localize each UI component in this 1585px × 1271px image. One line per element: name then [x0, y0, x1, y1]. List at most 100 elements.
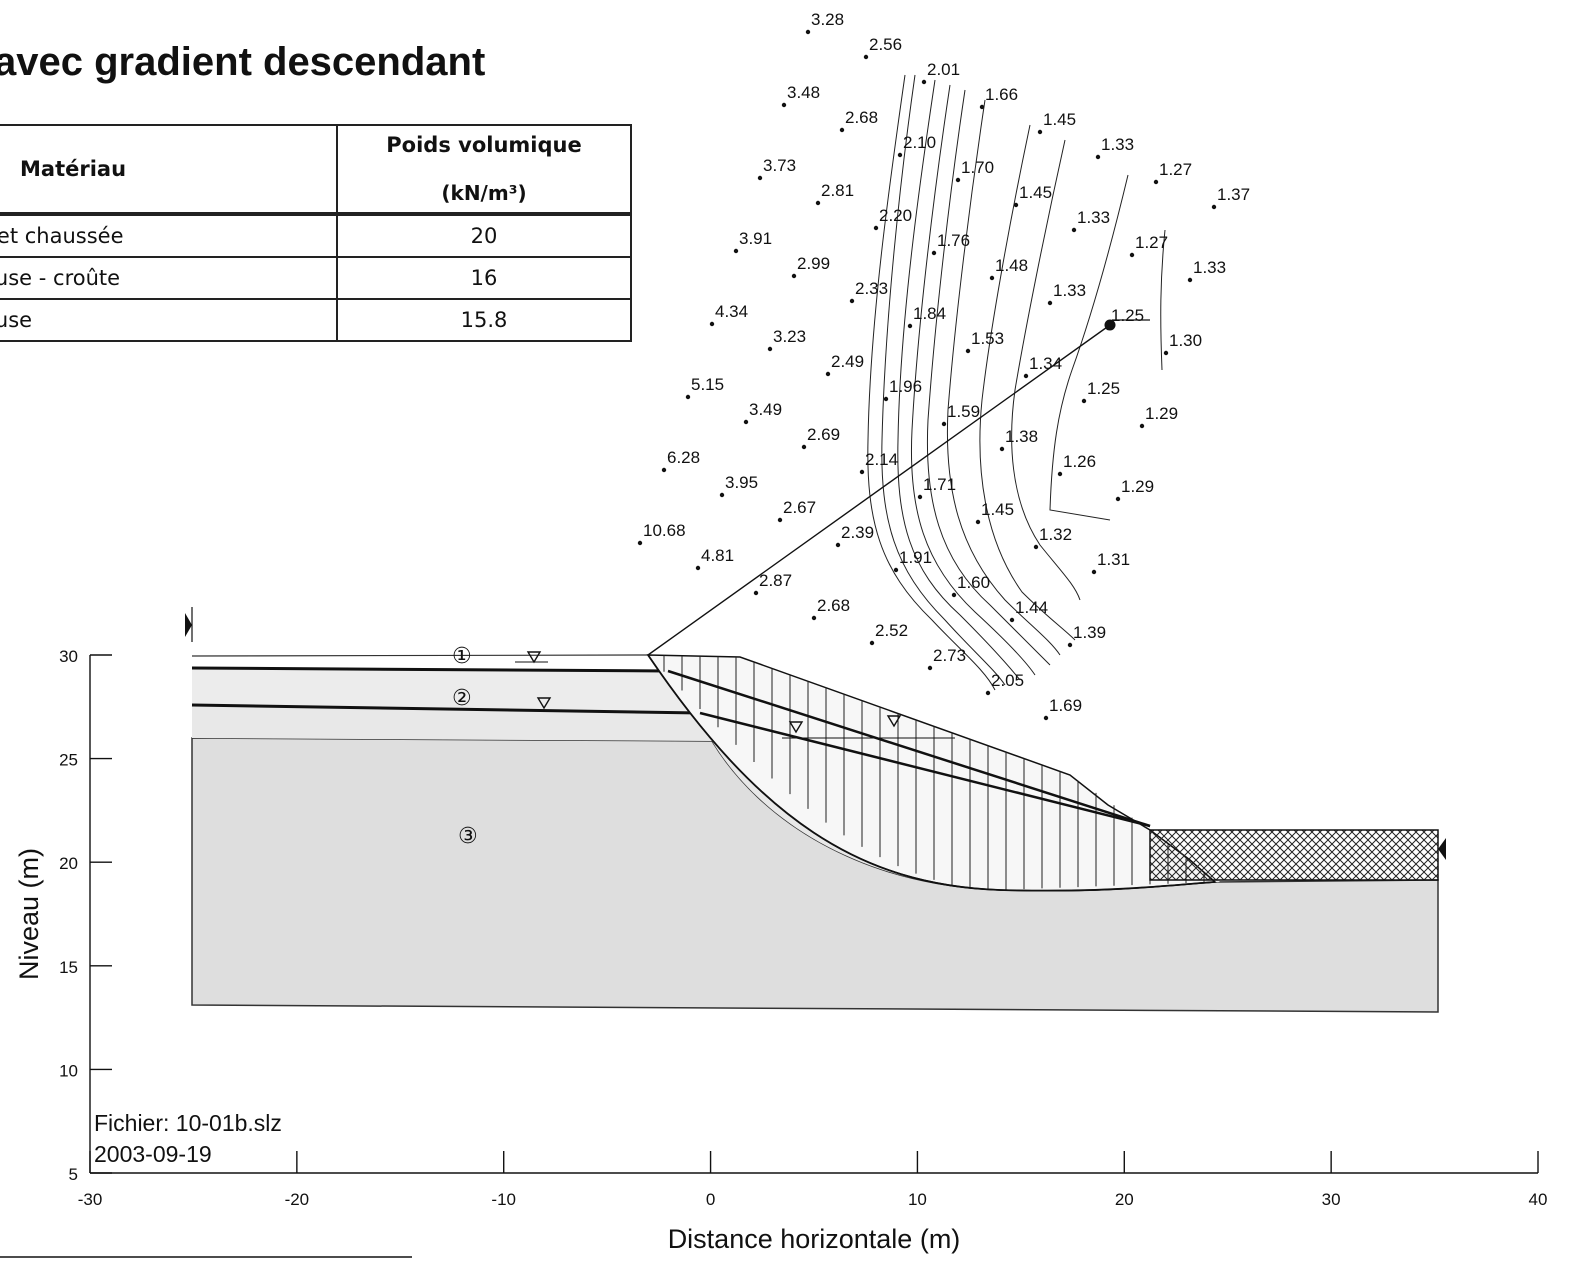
layer-2-top — [191, 666, 669, 673]
y-tick-label: 30 — [59, 647, 78, 666]
ground-surface — [191, 654, 649, 657]
fs-grid-point — [801, 444, 807, 450]
fs-grid-point — [951, 592, 957, 598]
fs-value-label: 1.38 — [1005, 427, 1038, 446]
fs-grid-point — [893, 567, 899, 573]
fs-value-label: 2.33 — [855, 279, 888, 298]
fs-value-label: 1.44 — [1015, 598, 1048, 617]
y-tick-label: 25 — [59, 751, 78, 770]
page-title: avec gradient descendant — [0, 40, 486, 84]
fs-grid-point — [897, 152, 903, 158]
fs-grid-point — [1071, 227, 1077, 233]
slip-surface — [647, 654, 1216, 892]
fs-value-label: 2.39 — [841, 523, 874, 542]
fs-value-label: 2.81 — [821, 181, 854, 200]
fs-value-label: 2.56 — [869, 35, 902, 54]
x-axis-label: Distance horizontale (m) — [668, 1224, 961, 1254]
fs-grid-point — [1023, 373, 1029, 379]
fs-value-label: 5.15 — [691, 375, 724, 394]
strong-layer-line — [667, 669, 1151, 828]
fs-value-label: 6.28 — [667, 448, 700, 467]
fs-value-label: 2.68 — [845, 108, 878, 127]
fs-grid-point — [1043, 715, 1049, 721]
fs-value-label: 1.33 — [1077, 208, 1110, 227]
fs-grid-point — [883, 396, 889, 402]
fs-grid-point — [873, 225, 879, 231]
fs-value-label: 3.48 — [787, 83, 820, 102]
fs-grid-point — [859, 469, 865, 475]
fs-grid-point — [975, 519, 981, 525]
x-tick-label: -10 — [491, 1190, 516, 1209]
fs-grid-point — [1037, 129, 1043, 135]
fs-grid-point — [637, 540, 643, 546]
fs-value-label: 1.33 — [1193, 258, 1226, 277]
fs-grid-point — [1033, 544, 1039, 550]
fs-value-label: 2.05 — [991, 671, 1024, 690]
fs-grid-point — [849, 298, 855, 304]
fs-grid-point — [811, 615, 817, 621]
fs-value-label: 2.68 — [817, 596, 850, 615]
x-tick-label: 20 — [1115, 1190, 1134, 1209]
fs-grid-point — [869, 640, 875, 646]
fs-grid-point — [777, 517, 783, 523]
fs-grid-point — [941, 421, 947, 427]
y-tick-label: 20 — [59, 854, 78, 873]
table-cell-material: euse - croûte — [0, 256, 338, 300]
fs-value-label: 1.27 — [1135, 233, 1168, 252]
fs-value-label: 1.25 — [1087, 379, 1120, 398]
left-boundary-marker — [185, 613, 192, 637]
fs-grid-point — [907, 323, 913, 329]
fs-value-label: 2.49 — [831, 352, 864, 371]
layer-1-label: ① — [452, 644, 472, 669]
fs-value-label: 2.20 — [879, 206, 912, 225]
fs-value-label: 3.23 — [773, 327, 806, 346]
fs-value-label: 2.69 — [807, 425, 840, 444]
y-tick-label: 5 — [69, 1165, 78, 1184]
fs-value-label: 1.29 — [1121, 477, 1154, 496]
fs-grid-point — [743, 419, 749, 425]
fs-value-label: 1.48 — [995, 256, 1028, 275]
fs-value-label: 1.69 — [1049, 696, 1082, 715]
fs-grid-point — [979, 104, 985, 110]
water-table-icon — [886, 715, 902, 728]
layer-1-fill — [192, 668, 700, 713]
fs-grid-point — [815, 200, 821, 206]
fs-grid-point — [1105, 325, 1111, 331]
water-table-icon — [526, 651, 542, 664]
fs-grid-point — [1009, 617, 1015, 623]
fs-grid-point — [753, 590, 759, 596]
date-label: 2003-09-19 — [94, 1141, 212, 1167]
critical-radius-line — [647, 324, 1111, 656]
layer-3-top — [191, 703, 701, 715]
fs-grid-point — [965, 348, 971, 354]
fs-value-label: 2.01 — [927, 60, 960, 79]
fs-value-label: 1.70 — [961, 158, 994, 177]
x-tick-label: 40 — [1529, 1190, 1548, 1209]
fs-grid-point — [719, 492, 725, 498]
table-row: euse - croûte 16 — [0, 256, 632, 300]
fs-grid-point — [917, 494, 923, 500]
header-material: Matériau — [0, 124, 338, 216]
fs-grid-point — [839, 127, 845, 133]
x-tick-label: 10 — [908, 1190, 927, 1209]
fs-value-label: 1.31 — [1097, 550, 1130, 569]
fs-value-label: 4.81 — [701, 546, 734, 565]
fs-value-label: 3.95 — [725, 473, 758, 492]
fs-grid-point — [1095, 154, 1101, 160]
table-header-row: Matériau Poids volumique (kN/m³) — [0, 124, 632, 216]
header-unit-weight: Poids volumique (kN/m³) — [336, 124, 632, 216]
file-label: Fichier: 10-01b.slz — [94, 1110, 282, 1136]
fs-value-label: 2.73 — [933, 646, 966, 665]
table-row: t et chaussée 20 — [0, 213, 632, 258]
fs-grid-point — [1187, 277, 1193, 283]
fs-value-label: 1.37 — [1217, 185, 1250, 204]
fs-value-label: 2.14 — [865, 450, 898, 469]
fs-contours — [867, 74, 1166, 691]
fs-value-label: 3.49 — [749, 400, 782, 419]
fs-value-label: 2.10 — [903, 133, 936, 152]
fs-grid-point — [1163, 350, 1169, 356]
right-boundary-marker — [1438, 838, 1446, 860]
fs-value-label: 4.34 — [715, 302, 748, 321]
fs-value-label: 1.76 — [937, 231, 970, 250]
weak-layer-line — [699, 711, 1151, 828]
